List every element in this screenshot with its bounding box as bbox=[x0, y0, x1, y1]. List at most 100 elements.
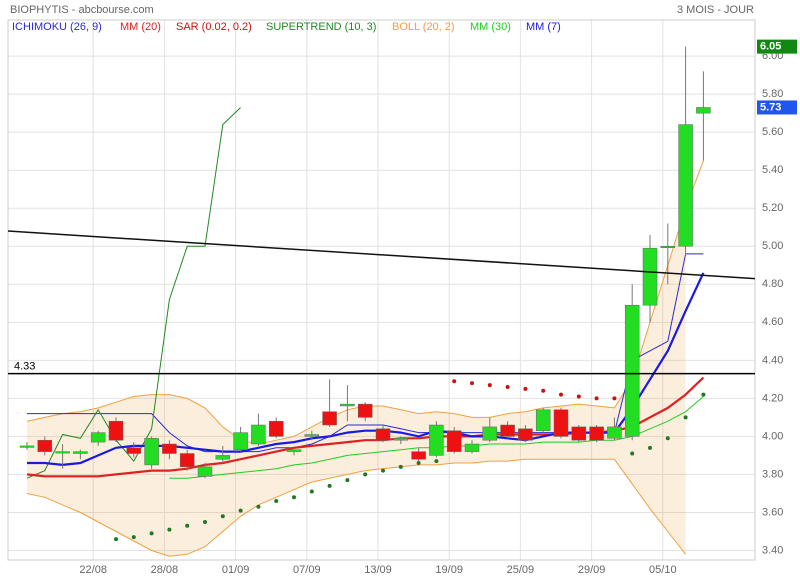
sar-dot bbox=[203, 519, 207, 524]
y-tick-label: 5.60 bbox=[762, 126, 783, 138]
candle-body bbox=[304, 434, 320, 437]
period: 3 MOIS - JOUR bbox=[677, 4, 754, 16]
candle-body bbox=[19, 445, 35, 448]
candle-body bbox=[696, 107, 711, 114]
candle-body bbox=[393, 438, 409, 441]
y-tick-label: 3.60 bbox=[762, 506, 783, 518]
candle-body bbox=[126, 447, 142, 454]
sar-dot bbox=[345, 478, 350, 483]
sar-dot bbox=[363, 472, 368, 477]
sar-dot bbox=[256, 504, 261, 509]
sar-dot bbox=[665, 436, 670, 441]
y-tick-label: 4.80 bbox=[762, 278, 783, 290]
candle-body bbox=[73, 451, 88, 454]
legend-entry: SUPERTREND (10, 3) bbox=[266, 21, 376, 33]
sar-dot bbox=[149, 531, 154, 536]
price-tag-label: 5.73 bbox=[760, 101, 781, 113]
sar-dot bbox=[434, 459, 439, 464]
y-tick-label: 4.40 bbox=[762, 354, 783, 366]
candle-body bbox=[535, 409, 551, 431]
candle-body bbox=[500, 424, 515, 437]
sar-dot bbox=[470, 381, 474, 386]
price-tag bbox=[757, 100, 797, 115]
sar-dot bbox=[701, 392, 706, 397]
sar-dot bbox=[327, 483, 332, 488]
candle-body bbox=[215, 455, 231, 460]
y-tick-label: 4.60 bbox=[762, 316, 783, 328]
sar-dot bbox=[416, 461, 421, 466]
candle-body bbox=[357, 403, 373, 418]
indicator-line bbox=[26, 107, 241, 479]
y-tick-label: 4.20 bbox=[762, 392, 783, 404]
candle-body bbox=[607, 426, 622, 439]
legend-entry: ICHIMOKU (26, 9) bbox=[12, 21, 102, 33]
sar-dot bbox=[398, 464, 403, 469]
legend-entry: MM (30) bbox=[470, 21, 511, 33]
sar-dot bbox=[541, 388, 546, 393]
candle-body bbox=[268, 420, 284, 437]
candle-body bbox=[482, 426, 498, 441]
candle-body bbox=[553, 409, 569, 437]
x-tick-label: 28/08 bbox=[151, 564, 179, 576]
price-tag bbox=[757, 39, 797, 54]
sar-dot bbox=[683, 415, 688, 420]
boll-lower bbox=[26, 458, 686, 557]
legend-entry: MM (7) bbox=[526, 21, 561, 33]
candle-body bbox=[518, 428, 533, 441]
sar-dot bbox=[114, 537, 118, 542]
x-tick-label: 25/09 bbox=[507, 564, 535, 576]
trendline bbox=[7, 230, 756, 280]
x-tick-label: 01/09 bbox=[222, 564, 250, 576]
y-tick-label: 5.80 bbox=[762, 88, 783, 100]
y-tick-label: 3.40 bbox=[762, 544, 783, 556]
candle-body bbox=[233, 432, 248, 450]
boll-fill bbox=[27, 208, 686, 557]
x-tick-label: 22/08 bbox=[79, 564, 107, 576]
candle-body bbox=[411, 451, 426, 460]
candle-body bbox=[162, 443, 177, 454]
y-tick-label: 3.80 bbox=[762, 468, 783, 480]
candle-body bbox=[446, 430, 462, 452]
sar-dot bbox=[220, 514, 225, 519]
candle-body bbox=[571, 426, 587, 441]
sar-dot bbox=[630, 451, 635, 456]
x-tick-label: 19/09 bbox=[435, 564, 463, 576]
candle-body bbox=[660, 246, 676, 249]
sar-dot bbox=[523, 386, 528, 391]
candle-body bbox=[464, 443, 480, 452]
y-tick-label: 4.00 bbox=[762, 430, 783, 442]
candle-body bbox=[55, 451, 70, 454]
chart-title: BIOPHYTIS - abcbourse.com bbox=[10, 4, 154, 16]
candle-body bbox=[375, 428, 391, 441]
sar-dot bbox=[559, 392, 563, 397]
sar-dot bbox=[452, 379, 457, 384]
x-tick-label: 05/10 bbox=[649, 564, 677, 576]
sar-dot bbox=[381, 468, 385, 473]
candle-body bbox=[642, 247, 658, 306]
sar-dot bbox=[612, 396, 617, 401]
sar-dot bbox=[274, 499, 279, 504]
sar-dot bbox=[594, 396, 599, 401]
candle-body bbox=[286, 449, 302, 452]
sar-dot bbox=[505, 384, 510, 389]
candle-body bbox=[589, 426, 604, 441]
candle-body bbox=[340, 403, 355, 407]
y-tick-label: 5.40 bbox=[762, 164, 783, 176]
sar-dot bbox=[648, 445, 652, 450]
level-label: 4.33 bbox=[14, 361, 35, 373]
sar-dot bbox=[185, 523, 190, 528]
legend-entry: BOLL (20, 2) bbox=[392, 21, 455, 33]
legend-entry: SAR (0.02, 0.2) bbox=[176, 21, 252, 33]
sar-dot bbox=[167, 527, 172, 532]
candle-body bbox=[678, 124, 693, 247]
candle-body bbox=[108, 420, 124, 441]
candle-body bbox=[251, 424, 266, 445]
price-tag-label: 6.05 bbox=[760, 41, 781, 53]
x-tick-label: 13/09 bbox=[364, 564, 392, 576]
candle-body bbox=[179, 453, 195, 468]
legend-entry: MM (20) bbox=[120, 21, 161, 33]
sar-dot bbox=[576, 394, 581, 399]
sar-dot bbox=[487, 383, 492, 388]
